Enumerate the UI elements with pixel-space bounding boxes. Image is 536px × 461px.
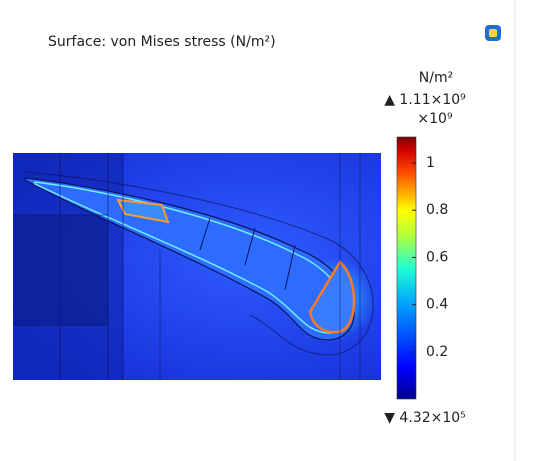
surface-plot <box>13 153 381 380</box>
colorbar-tick-label: 0.4 <box>426 297 448 313</box>
colorbar-tick-label: 0.2 <box>426 344 448 360</box>
colorbar <box>396 136 417 400</box>
colorbar-scale: ×10⁹ <box>417 111 453 127</box>
colorbar-max: ▲ 1.11×10⁹ <box>384 92 466 108</box>
colorbar-min: ▼ 4.32×10⁵ <box>384 410 466 426</box>
toolbar-icon[interactable] <box>485 25 501 41</box>
colorbar-unit: N/m² <box>419 70 453 86</box>
colorbar-tick-label: 0.8 <box>426 202 448 218</box>
colorbar-tick-label: 1 <box>426 155 435 171</box>
plot-title: Surface: von Mises stress (N/m²) <box>48 34 276 50</box>
colorbar-tick-label: 0.6 <box>426 249 448 265</box>
